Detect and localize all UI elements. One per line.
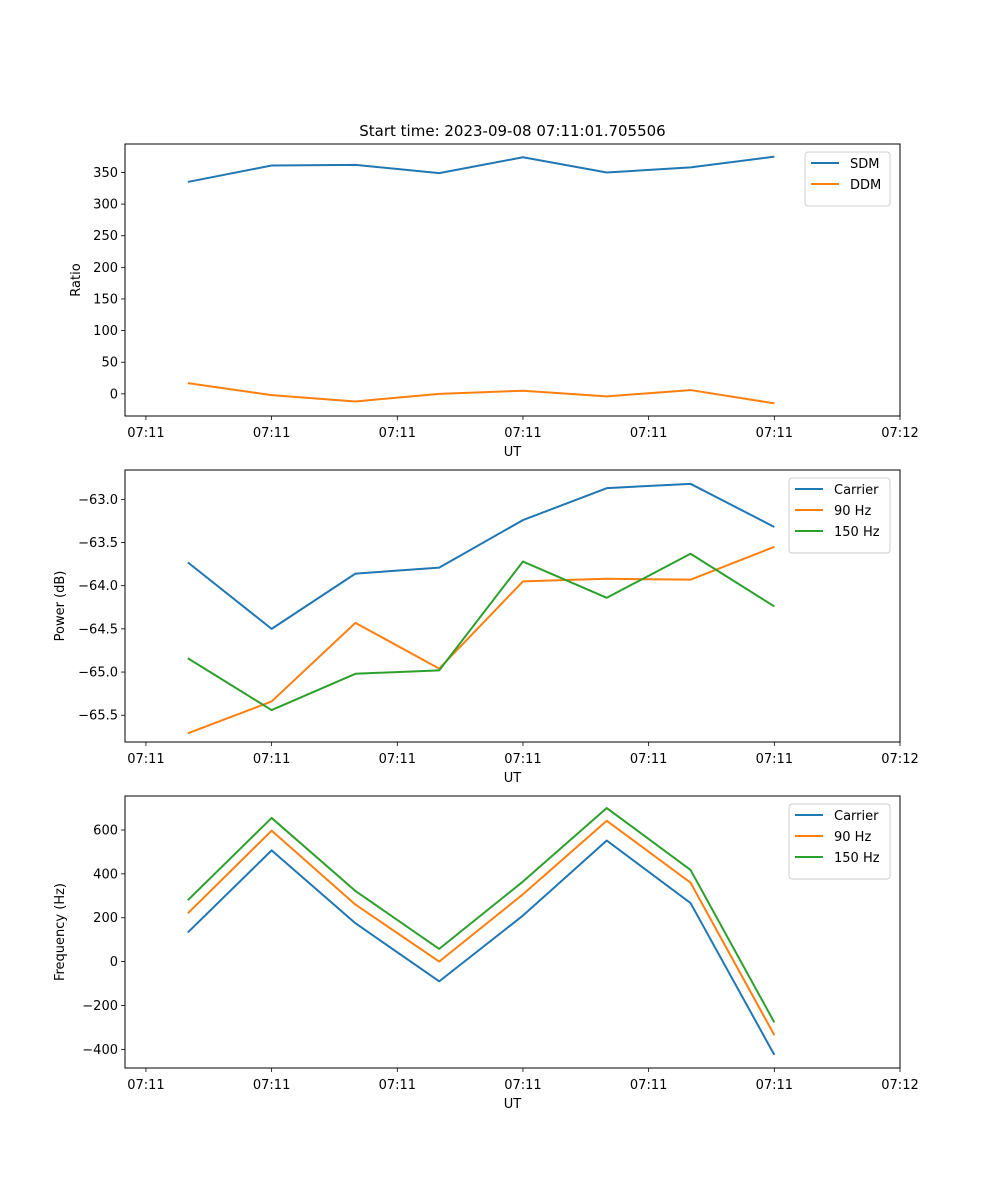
series-line-90-hz (187, 545, 775, 735)
x-tick-label: 07:11 (504, 426, 541, 441)
x-tick-label: 07:11 (756, 752, 793, 767)
y-tick-label: −64.5 (78, 622, 118, 637)
x-tick-label: 07:11 (379, 426, 416, 441)
y-axis-label: Power (dB) (53, 571, 68, 642)
y-tick-label: 100 (93, 324, 118, 339)
series-line-150-hz (187, 807, 776, 1023)
y-axis-label: Ratio (69, 263, 84, 296)
y-tick-label: 150 (93, 292, 118, 307)
y-tick-label: 200 (93, 911, 118, 926)
x-tick-label: 07:11 (630, 752, 667, 767)
legend-label: SDM (850, 157, 879, 172)
y-tick-label: −65.0 (78, 666, 118, 681)
series-line-carrier (187, 839, 776, 1056)
series-line-90-hz (187, 819, 776, 1036)
y-tick-label: 400 (93, 867, 118, 882)
y-tick-label: −63.5 (78, 536, 118, 551)
y-tick-label: 600 (93, 824, 118, 839)
legend-label: Carrier (834, 483, 879, 498)
x-tick-label: 07:12 (881, 426, 918, 441)
x-tick-label: 07:11 (127, 1078, 164, 1093)
y-tick-label: 350 (93, 166, 118, 181)
plot-frame (124, 143, 901, 417)
x-tick-label: 07:11 (630, 426, 667, 441)
legend-label: 90 Hz (834, 504, 871, 519)
plot-frame (124, 469, 901, 743)
ratio-panel: 0 50 100 150 200 250 300 350 07:11 07:11 07:11 07:1… (69, 143, 919, 460)
y-tick-label: −65.5 (78, 709, 118, 724)
x-tick-label: 07:11 (253, 426, 290, 441)
x-tick-label: 07:11 (630, 1078, 667, 1093)
x-tick-label: 07:11 (756, 426, 793, 441)
power-panel: −65.5 −65.0 −64.5 −64.0 −63.5 −63.0 07:11 07:11… (53, 469, 919, 786)
chart-title: Start time: 2023-09-08 07:11:01.705506 (359, 122, 665, 140)
x-tick-label: 07:11 (253, 1078, 290, 1093)
legend-box (788, 803, 891, 880)
legend-box (804, 151, 891, 207)
series-line-carrier (187, 482, 775, 630)
frequency-panel: −400 −200 0 200 400 600 07:11 07:11 07:11 07:11 07… (53, 795, 919, 1112)
y-tick-label: 0 (110, 955, 118, 970)
y-tick-label: 0 (110, 387, 118, 402)
legend-label: 150 Hz (834, 851, 880, 866)
x-tick-label: 07:11 (127, 752, 164, 767)
legend: SDM DDM (804, 151, 891, 207)
x-axis-label: UT (504, 1097, 522, 1112)
legend: Carrier 90 Hz 150 Hz (788, 803, 891, 880)
y-tick-label: −200 (82, 999, 118, 1014)
y-tick-label: −63.0 (78, 493, 118, 508)
legend-box (788, 477, 891, 554)
y-tick-label: −64.0 (78, 579, 118, 594)
x-tick-label: 07:11 (253, 752, 290, 767)
x-axis-label: UT (504, 445, 522, 460)
x-tick-label: 07:11 (756, 1078, 793, 1093)
x-tick-label: 07:11 (379, 752, 416, 767)
legend-label: 150 Hz (834, 525, 880, 540)
y-axis-label: Frequency (Hz) (53, 883, 68, 981)
x-tick-label: 07:12 (881, 752, 918, 767)
y-tick-label: 200 (93, 261, 118, 276)
x-tick-label: 07:11 (127, 426, 164, 441)
series-line-150-hz (187, 552, 775, 712)
legend-label: Carrier (834, 809, 879, 824)
legend-label: DDM (850, 178, 881, 193)
x-tick-label: 07:12 (881, 1078, 918, 1093)
x-axis-label: UT (504, 771, 522, 786)
x-tick-label: 07:11 (379, 1078, 416, 1093)
y-tick-label: 300 (93, 198, 118, 213)
y-tick-label: −400 (82, 1043, 118, 1058)
x-tick-label: 07:11 (504, 752, 541, 767)
legend: Carrier 90 Hz 150 Hz (788, 477, 891, 554)
y-tick-label: 50 (101, 356, 118, 371)
legend-label: 90 Hz (834, 830, 871, 845)
series-line-ddm (187, 382, 775, 405)
plot-frame (124, 795, 901, 1069)
series-line-sdm (187, 155, 775, 183)
y-tick-label: 250 (93, 229, 118, 244)
x-tick-label: 07:11 (504, 1078, 541, 1093)
